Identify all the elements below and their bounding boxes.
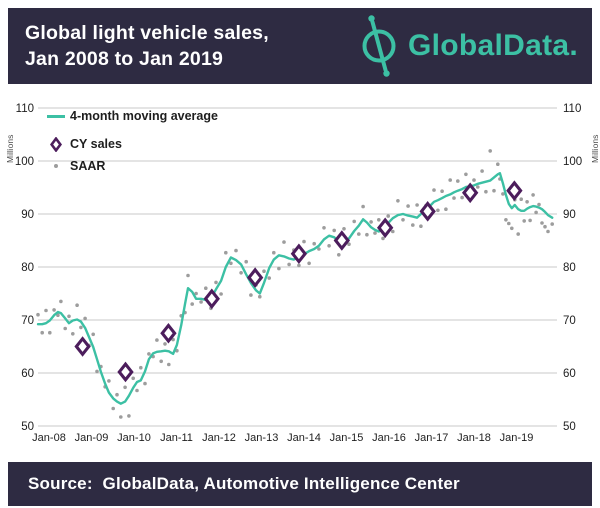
legend-item-moving-average: 4-month moving average [46, 107, 218, 125]
svg-text:Jan-11: Jan-11 [160, 432, 193, 444]
cy-sales-diamond-2013 [290, 243, 308, 265]
svg-text:60: 60 [563, 368, 576, 380]
svg-text:Jan-15: Jan-15 [330, 432, 364, 444]
cy-sales-diamond-2018 [506, 180, 523, 201]
svg-text:Jan-12: Jan-12 [202, 432, 236, 444]
page-title: Global light vehicle sales, Jan 2008 to … [25, 20, 269, 72]
svg-text:90: 90 [21, 209, 34, 221]
y-axis-labels-left: 110 100 90 80 70 60 50 [15, 103, 34, 433]
cy-sales-diamond-2015 [376, 217, 394, 239]
legend-label: SAAR [70, 159, 106, 173]
y-axis-unit-label-right: Millions [590, 134, 600, 163]
svg-text:70: 70 [21, 315, 34, 327]
svg-text:100: 100 [563, 156, 582, 168]
cy-sales-diamond-2017 [461, 182, 479, 204]
svg-text:Jan-13: Jan-13 [245, 432, 279, 444]
cy-sales-diamond-2008 [74, 336, 91, 357]
purple-diamond-icon [46, 136, 66, 152]
cy-sales-diamond-2016 [419, 201, 436, 222]
svg-text:Jan-14: Jan-14 [287, 432, 321, 444]
header: Global light vehicle sales, Jan 2008 to … [8, 8, 592, 84]
moving-average-line [36, 171, 554, 405]
svg-text:80: 80 [21, 262, 34, 274]
cy-sales-markers [74, 180, 523, 383]
svg-text:70: 70 [563, 315, 576, 327]
svg-text:50: 50 [21, 421, 34, 433]
gray-dot-icon [46, 164, 66, 168]
svg-text:Jan-17: Jan-17 [415, 432, 449, 444]
legend-item-cy-sales: CY sales [46, 135, 218, 153]
brand-name: GlobalData. [408, 29, 578, 62]
globaldata-logo-icon [362, 15, 396, 77]
svg-text:Jan-16: Jan-16 [372, 432, 406, 444]
x-axis-labels: Jan-08 Jan-09 Jan-10 Jan-11 Jan-12 Jan-13 Jan-… [32, 432, 533, 444]
page-title-line2: Jan 2008 to Jan 2019 [25, 48, 224, 70]
legend-label: 4-month moving average [70, 109, 218, 123]
y-axis-labels-right: 110 100 90 80 70 60 50 [563, 103, 582, 433]
legend: 4-month moving average CY sales SAAR [46, 107, 218, 175]
cy-sales-diamond-2011 [203, 288, 220, 310]
brand-logo: GlobalData. [359, 14, 578, 78]
cy-sales-diamond-2014 [333, 230, 351, 251]
legend-label: CY sales [70, 137, 122, 151]
svg-text:Jan-10: Jan-10 [117, 432, 151, 444]
svg-text:100: 100 [15, 156, 34, 168]
svg-text:Jan-08: Jan-08 [32, 432, 66, 444]
source-bar: Source: GlobalData, Automotive Intellige… [8, 462, 592, 506]
svg-text:50: 50 [563, 421, 576, 433]
cy-sales-diamond-2010 [160, 322, 177, 344]
cy-sales-diamond-2009 [117, 361, 134, 383]
svg-text:110: 110 [16, 103, 34, 115]
svg-text:90: 90 [563, 209, 576, 221]
svg-text:Jan-09: Jan-09 [75, 432, 109, 444]
teal-line-icon [46, 114, 66, 118]
svg-text:110: 110 [563, 103, 581, 115]
svg-text:Jan-18: Jan-18 [457, 432, 491, 444]
saar-dots [36, 149, 554, 419]
svg-text:Jan-19: Jan-19 [500, 432, 534, 444]
y-axis-unit-label-left: Millions [5, 134, 15, 163]
source-text: Source: GlobalData, Automotive Intellige… [28, 474, 460, 493]
page-title-line1: Global light vehicle sales, [25, 22, 269, 44]
cy-sales-diamond-2012 [246, 267, 264, 288]
svg-text:80: 80 [563, 262, 576, 274]
legend-item-saar: SAAR [46, 157, 218, 175]
svg-text:60: 60 [21, 368, 34, 380]
